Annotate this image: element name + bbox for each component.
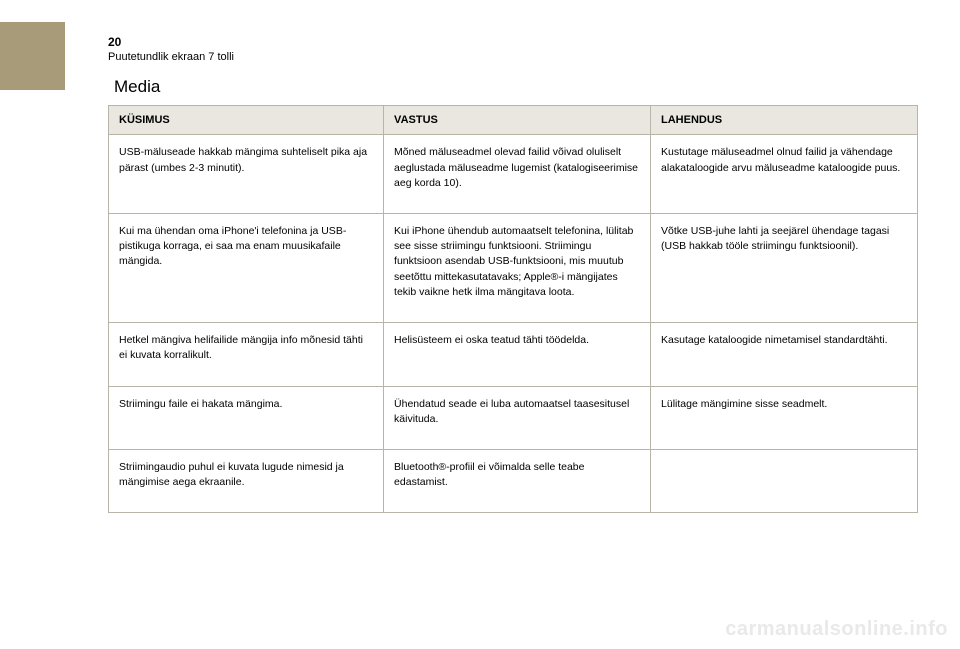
cell-question: USB-mäluseade hakkab mängima suhteliselt… [109,135,384,214]
cell-solution: Lülitage mängimine sisse seadmelt. [651,386,918,449]
cell-answer: Helisüsteem ei oska teatud tähti töödeld… [384,323,651,386]
cell-solution: Kustutage mäluseadmel olnud failid ja vä… [651,135,918,214]
cell-answer: Bluetooth®-profiil ei võimalda selle tea… [384,450,651,513]
table-row: Striimingaudio puhul ei kuvata lugude ni… [109,450,918,513]
cell-solution [651,450,918,513]
col-header-answer: VASTUS [384,106,651,135]
cell-answer: Ühendatud seade ei luba automaatsel taas… [384,386,651,449]
cell-answer: Mõned mäluseadmel olevad failid võivad o… [384,135,651,214]
table-header-row: KÜSIMUS VASTUS LAHENDUS [109,106,918,135]
side-tab [0,22,65,90]
cell-answer: Kui iPhone ühendub automaatselt telefoni… [384,214,651,323]
table-row: Hetkel mängiva helifailide mängija info … [109,323,918,386]
page-number: 20 [108,35,918,49]
cell-question: Striimingaudio puhul ei kuvata lugude ni… [109,450,384,513]
cell-solution: Võtke USB-juhe lahti ja seejärel ühendag… [651,214,918,323]
cell-question: Kui ma ühendan oma iPhone'i telefonina j… [109,214,384,323]
page-subtitle: Puutetundlik ekraan 7 tolli [108,51,918,63]
table-row: Striimingu faile ei hakata mängima. Ühen… [109,386,918,449]
watermark: carmanualsonline.info [725,618,948,641]
col-header-solution: LAHENDUS [651,106,918,135]
cell-question: Striimingu faile ei hakata mängima. [109,386,384,449]
page-content: 20 Puutetundlik ekraan 7 tolli Media KÜS… [108,35,918,513]
faq-table: KÜSIMUS VASTUS LAHENDUS USB-mäluseade ha… [108,105,918,513]
section-title: Media [114,77,918,97]
table-row: Kui ma ühendan oma iPhone'i telefonina j… [109,214,918,323]
cell-solution: Kasutage kataloogide nimetamisel standar… [651,323,918,386]
cell-question: Hetkel mängiva helifailide mängija info … [109,323,384,386]
table-row: USB-mäluseade hakkab mängima suhteliselt… [109,135,918,214]
col-header-question: KÜSIMUS [109,106,384,135]
